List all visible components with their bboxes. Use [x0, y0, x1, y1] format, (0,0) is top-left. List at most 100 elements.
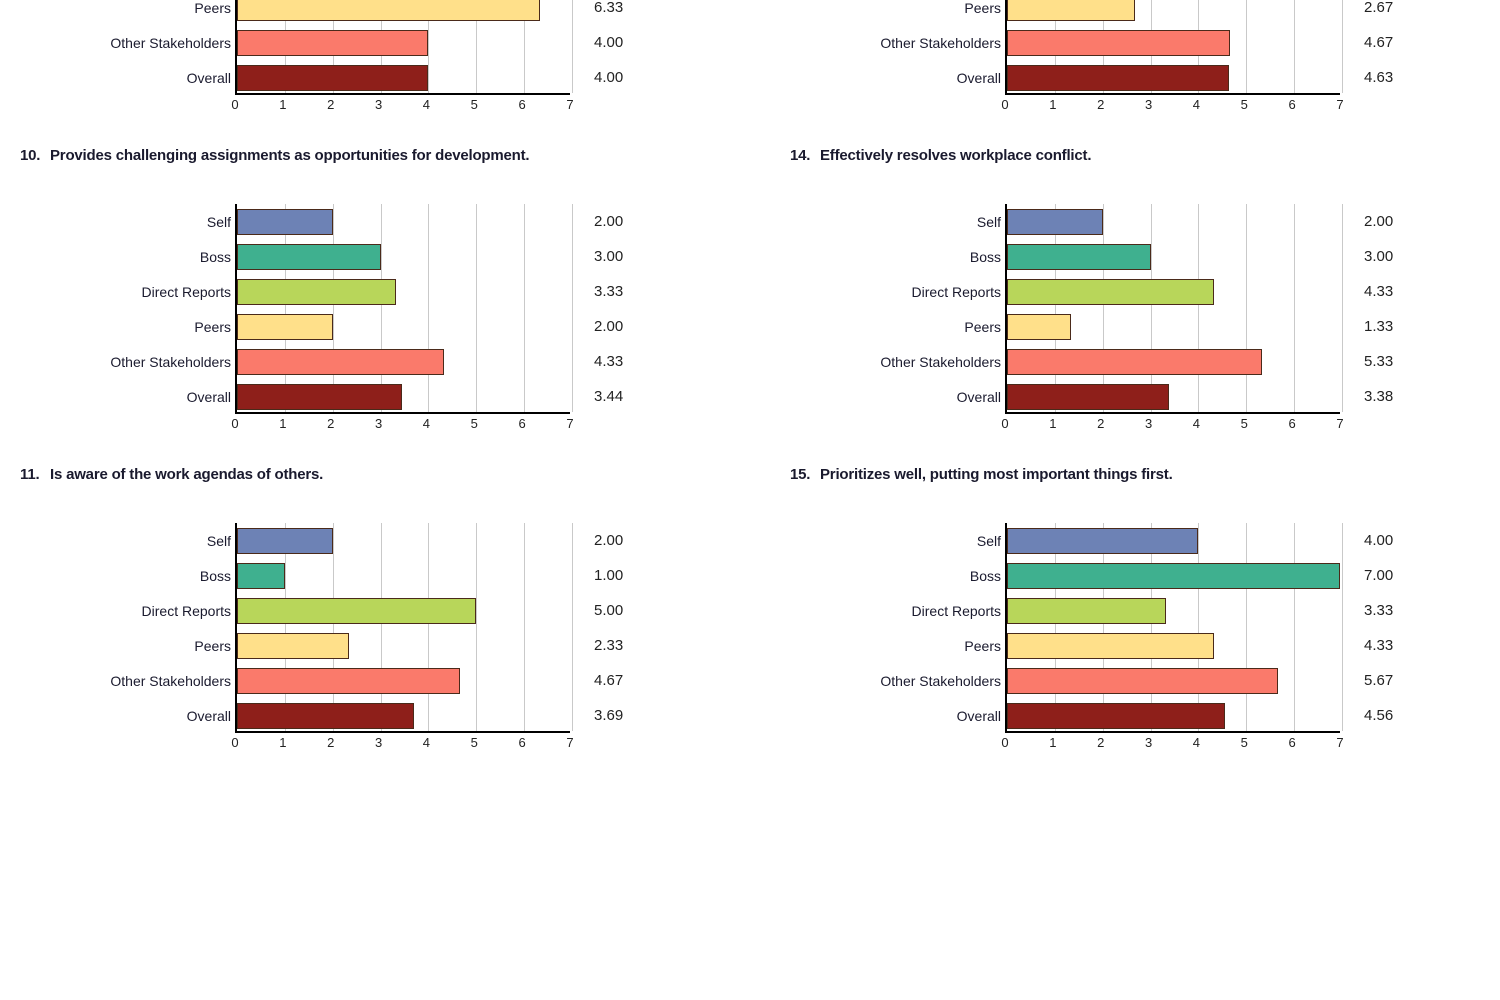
x-tick-label: 4 — [1193, 416, 1200, 431]
category-label: Self — [97, 214, 237, 230]
chart-title-number: 14. — [790, 147, 820, 164]
bar — [237, 563, 285, 589]
value-label: 3.44 — [570, 388, 630, 405]
x-tick-label: 0 — [1001, 97, 1008, 112]
x-tick-label: 4 — [423, 97, 430, 112]
category-label: Direct Reports — [97, 603, 237, 619]
chart-top-right-partial: Peers2.67Other Stakeholders4.67Overall4.… — [790, 0, 1480, 117]
bar-row: Direct Reports3.33 — [1007, 593, 1340, 628]
value-label: 4.63 — [1340, 69, 1400, 86]
bar-row: Boss3.00 — [1007, 239, 1340, 274]
category-label: Other Stakeholders — [867, 35, 1007, 51]
category-label: Other Stakeholders — [97, 673, 237, 689]
bar-row: Boss7.00 — [1007, 558, 1340, 593]
value-label: 2.00 — [570, 318, 630, 335]
category-label: Self — [867, 533, 1007, 549]
value-label: 7.00 — [1340, 567, 1400, 584]
x-tick-label: 7 — [1336, 416, 1343, 431]
x-tick-label: 2 — [327, 416, 334, 431]
gridline — [572, 523, 573, 731]
bar — [237, 0, 540, 21]
bar — [237, 209, 333, 235]
x-tick-label: 4 — [1193, 735, 1200, 750]
x-tick-label: 7 — [566, 97, 573, 112]
category-label: Overall — [97, 708, 237, 724]
x-axis: 01234567 — [235, 733, 570, 755]
chart-title-text: Provides challenging assignments as oppo… — [50, 147, 529, 164]
bar — [1007, 384, 1169, 410]
category-label: Peers — [867, 0, 1007, 16]
value-label: 3.00 — [1340, 248, 1400, 265]
x-tick-label: 0 — [231, 735, 238, 750]
bar-row: Boss3.00 — [237, 239, 570, 274]
category-label: Peers — [867, 638, 1007, 654]
x-tick-label: 4 — [423, 735, 430, 750]
value-label: 4.00 — [570, 34, 630, 51]
x-tick-label: 1 — [279, 416, 286, 431]
bar — [1007, 703, 1225, 729]
x-tick-label: 7 — [1336, 735, 1343, 750]
category-label: Peers — [97, 0, 237, 16]
x-tick-label: 0 — [231, 97, 238, 112]
x-tick-label: 3 — [1145, 416, 1152, 431]
bar-row: Self2.00 — [237, 204, 570, 239]
bar — [1007, 279, 1214, 305]
category-label: Other Stakeholders — [97, 354, 237, 370]
chart-title: 15.Prioritizes well, putting most import… — [790, 466, 1480, 483]
bar — [1007, 314, 1071, 340]
bar — [237, 384, 402, 410]
bar-row: Overall4.56 — [1007, 698, 1340, 733]
value-label: 1.33 — [1340, 318, 1400, 335]
bar-row: Overall4.63 — [1007, 60, 1340, 95]
x-tick-label: 1 — [279, 97, 286, 112]
bar-row: Other Stakeholders4.33 — [237, 344, 570, 379]
bar-row: Peers4.33 — [1007, 628, 1340, 663]
bar-row: Overall3.44 — [237, 379, 570, 414]
bar — [237, 30, 428, 56]
bar-row: Overall3.69 — [237, 698, 570, 733]
x-tick-label: 7 — [566, 735, 573, 750]
x-tick-label: 7 — [1336, 97, 1343, 112]
category-label: Overall — [867, 708, 1007, 724]
x-tick-label: 0 — [1001, 416, 1008, 431]
value-label: 5.33 — [1340, 353, 1400, 370]
value-label: 4.33 — [570, 353, 630, 370]
category-label: Peers — [867, 319, 1007, 335]
bar-row: Self4.00 — [1007, 523, 1340, 558]
plot-area: Self2.00Boss1.00Direct Reports5.00Peers2… — [235, 523, 570, 733]
x-tick-label: 6 — [519, 735, 526, 750]
x-axis: 01234567 — [235, 95, 570, 117]
value-label: 4.33 — [1340, 637, 1400, 654]
x-tick-label: 6 — [1289, 416, 1296, 431]
chart-top-left-partial: Peers6.33Other Stakeholders4.00Overall4.… — [20, 0, 710, 117]
bar-row: Overall4.00 — [237, 60, 570, 95]
chart-q10: 10.Provides challenging assignments as o… — [20, 147, 710, 436]
chart-title: 10.Provides challenging assignments as o… — [20, 147, 710, 164]
gridline — [1342, 204, 1343, 412]
x-tick-label: 4 — [1193, 97, 1200, 112]
bar-row: Other Stakeholders4.67 — [1007, 25, 1340, 60]
x-tick-label: 6 — [519, 416, 526, 431]
value-label: 1.00 — [570, 567, 630, 584]
gridline — [572, 204, 573, 412]
bar-row: Peers1.33 — [1007, 309, 1340, 344]
bar — [237, 528, 333, 554]
x-tick-label: 4 — [423, 416, 430, 431]
x-tick-label: 7 — [566, 416, 573, 431]
bar-row: Overall3.38 — [1007, 379, 1340, 414]
category-label: Self — [97, 533, 237, 549]
chart-title: 11.Is aware of the work agendas of other… — [20, 466, 710, 483]
bar — [1007, 528, 1198, 554]
category-label: Direct Reports — [867, 284, 1007, 300]
value-label: 4.00 — [570, 69, 630, 86]
plot-area: Self4.00Boss7.00Direct Reports3.33Peers4… — [1005, 523, 1340, 733]
bar — [237, 244, 381, 270]
x-tick-label: 5 — [1241, 735, 1248, 750]
chart-title-number: 10. — [20, 147, 50, 164]
x-tick-label: 6 — [1289, 97, 1296, 112]
category-label: Overall — [97, 70, 237, 86]
bar-row: Peers6.33 — [237, 0, 570, 25]
bar — [237, 633, 349, 659]
value-label: 5.67 — [1340, 672, 1400, 689]
chart-title-text: Effectively resolves workplace conflict. — [820, 147, 1091, 164]
